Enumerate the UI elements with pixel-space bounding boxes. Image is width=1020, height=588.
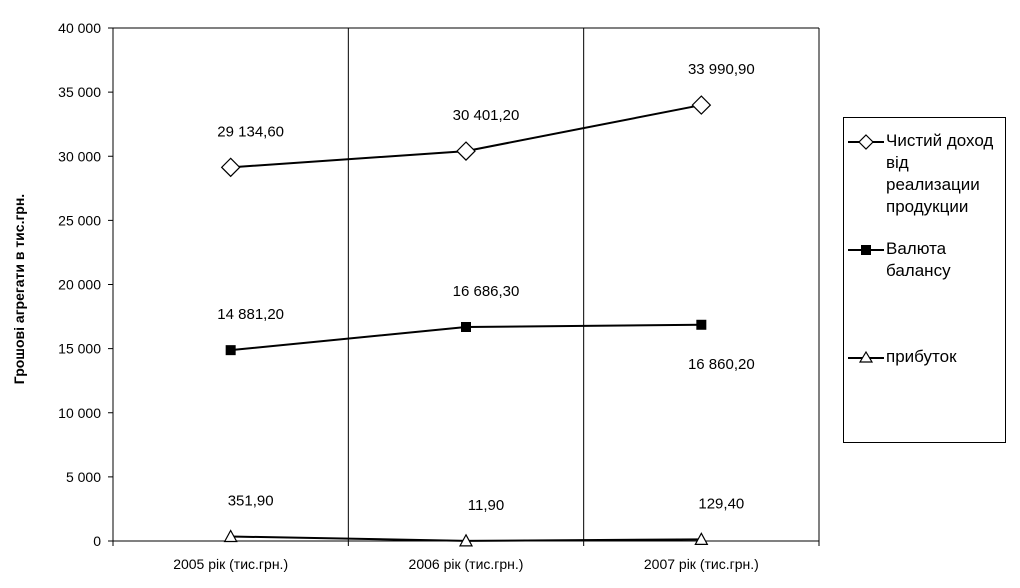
square-point xyxy=(461,321,471,332)
data-label: 16 686,30 xyxy=(453,283,520,300)
legend-diamond-marker xyxy=(848,134,884,150)
y-tick-label: 25 000 xyxy=(58,212,101,228)
y-tick-label: 10 000 xyxy=(58,405,101,421)
data-labels: 29 134,60 30 401,20 33 990,90 14 881,20 16 6… xyxy=(217,61,754,514)
triangle-point xyxy=(694,532,709,545)
chart-series xyxy=(220,95,712,547)
y-tick-label: 5 000 xyxy=(66,469,101,485)
y-axis-ticks: 0 5 000 10 000 15 000 20 000 25 000 30 000 35 0… xyxy=(58,20,113,549)
data-label: 29 134,60 xyxy=(217,123,284,140)
diamond-point xyxy=(220,157,241,178)
y-tick-label: 20 000 xyxy=(58,277,101,293)
legend-square-marker xyxy=(848,245,884,255)
triangle-point xyxy=(223,529,238,543)
triangle-point xyxy=(458,533,474,547)
legend-label: Чистий доход від реализации продукции xyxy=(886,131,994,216)
y-tick-label: 40 000 xyxy=(58,20,101,36)
x-axis-ticks: 2005 рік (тис.грн.) 2006 рік (тис.грн.) 20… xyxy=(112,541,820,572)
y-tick-label: 30 000 xyxy=(58,148,101,164)
y-tick-label: 35 000 xyxy=(58,84,101,100)
data-label: 129,40 xyxy=(698,495,744,512)
square-point xyxy=(696,319,707,330)
data-label: 351,90 xyxy=(228,492,274,509)
legend-label: Валюта балансу xyxy=(886,239,951,280)
data-label: 33 990,90 xyxy=(688,61,755,78)
data-label: 14 881,20 xyxy=(217,306,284,323)
square-point xyxy=(225,345,236,356)
data-label: 30 401,20 xyxy=(453,107,520,124)
diamond-point xyxy=(456,141,476,161)
y-tick-label: 0 xyxy=(93,533,101,549)
data-label: 11,90 xyxy=(468,497,504,514)
chart-grid xyxy=(113,27,820,541)
x-tick-label: 2005 рік (тис.грн.) xyxy=(173,556,288,572)
legend: Чистий доход від реализации продукции Ва… xyxy=(843,117,1006,443)
diamond-point xyxy=(691,95,712,115)
x-tick-label: 2006 рік (тис.грн.) xyxy=(409,556,524,572)
legend-triangle-marker xyxy=(848,350,884,363)
y-tick-label: 15 000 xyxy=(58,341,101,357)
y-axis-label: Грошові агрегати в тис.грн. xyxy=(11,194,27,384)
legend-label: прибуток xyxy=(886,347,957,366)
x-tick-label: 2007 рік (тис.грн.) xyxy=(644,556,759,572)
data-label: 16 860,20 xyxy=(688,356,755,373)
